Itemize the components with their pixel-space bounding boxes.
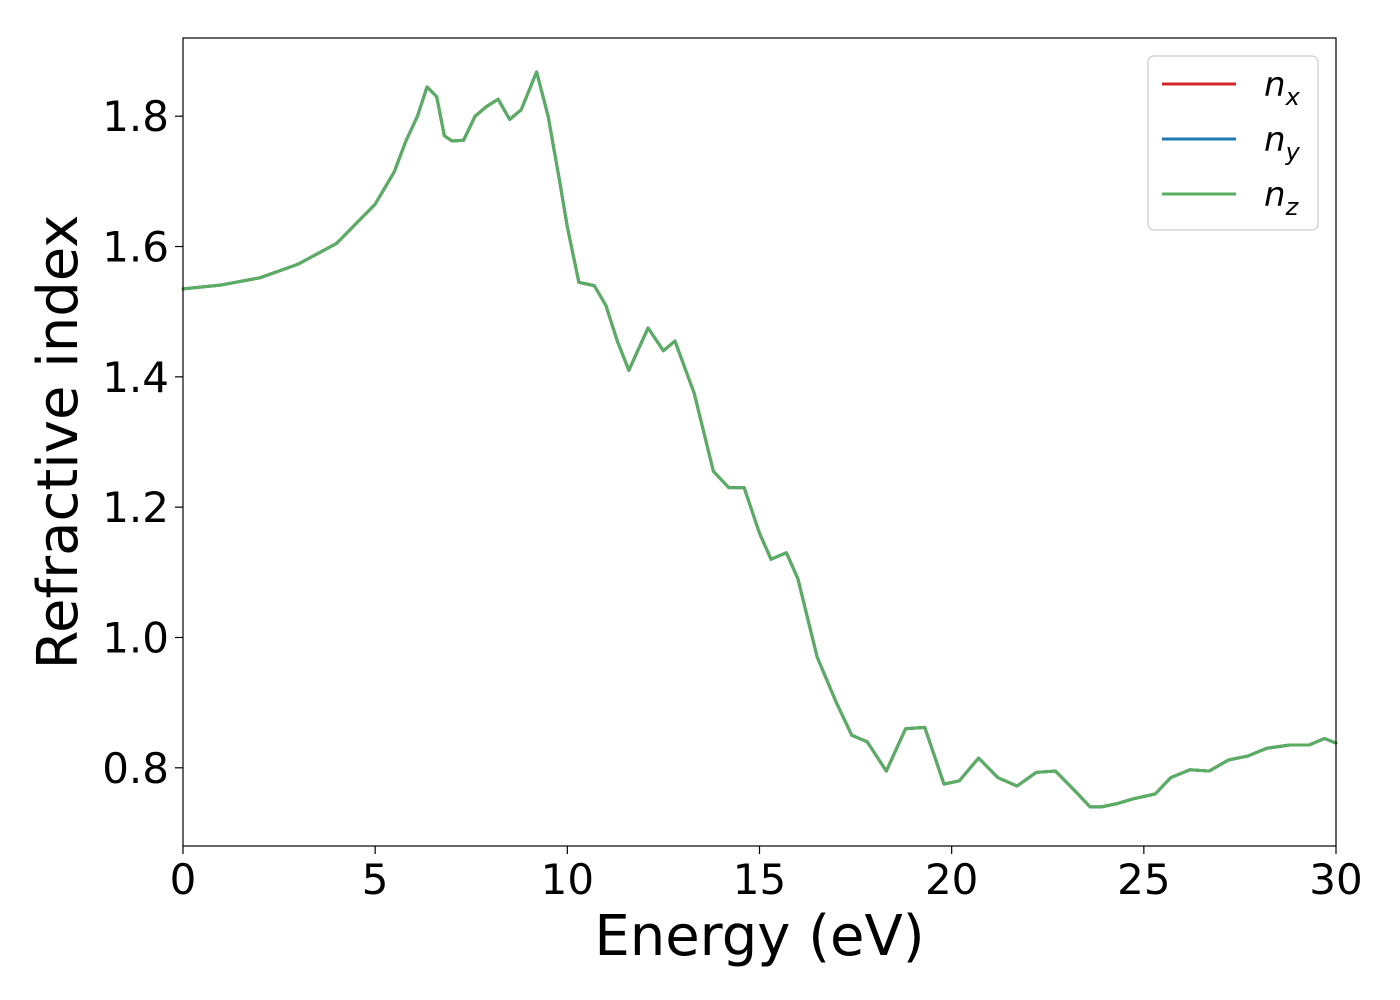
y-tick-label: 1.2 (102, 483, 169, 532)
x-tick-label: 5 (362, 855, 389, 904)
x-tick-label: 10 (541, 855, 594, 904)
x-axis-label: Energy (eV) (594, 904, 924, 969)
y-tick-label: 0.8 (102, 744, 169, 793)
x-tick-label: 30 (1309, 855, 1362, 904)
y-tick-label: 1.0 (102, 613, 169, 662)
y-axis-label: Refractive index (26, 215, 91, 670)
x-tick-label: 0 (170, 855, 197, 904)
y-axis-ticks: 0.8 1.0 1.2 1.4 1.6 1.8 (102, 92, 183, 793)
x-tick-label: 20 (925, 855, 978, 904)
series-line-nz (181, 70, 1338, 809)
series-layer (181, 70, 1338, 809)
y-tick-label: 1.6 (102, 223, 169, 272)
x-tick-label: 25 (1117, 855, 1170, 904)
x-tick-label: 15 (733, 855, 786, 904)
y-tick-label: 1.8 (102, 92, 169, 141)
legend-box (1147, 55, 1319, 231)
x-axis-ticks: 0 5 10 15 20 25 30 (170, 846, 1363, 904)
y-tick-label: 1.4 (102, 353, 169, 402)
